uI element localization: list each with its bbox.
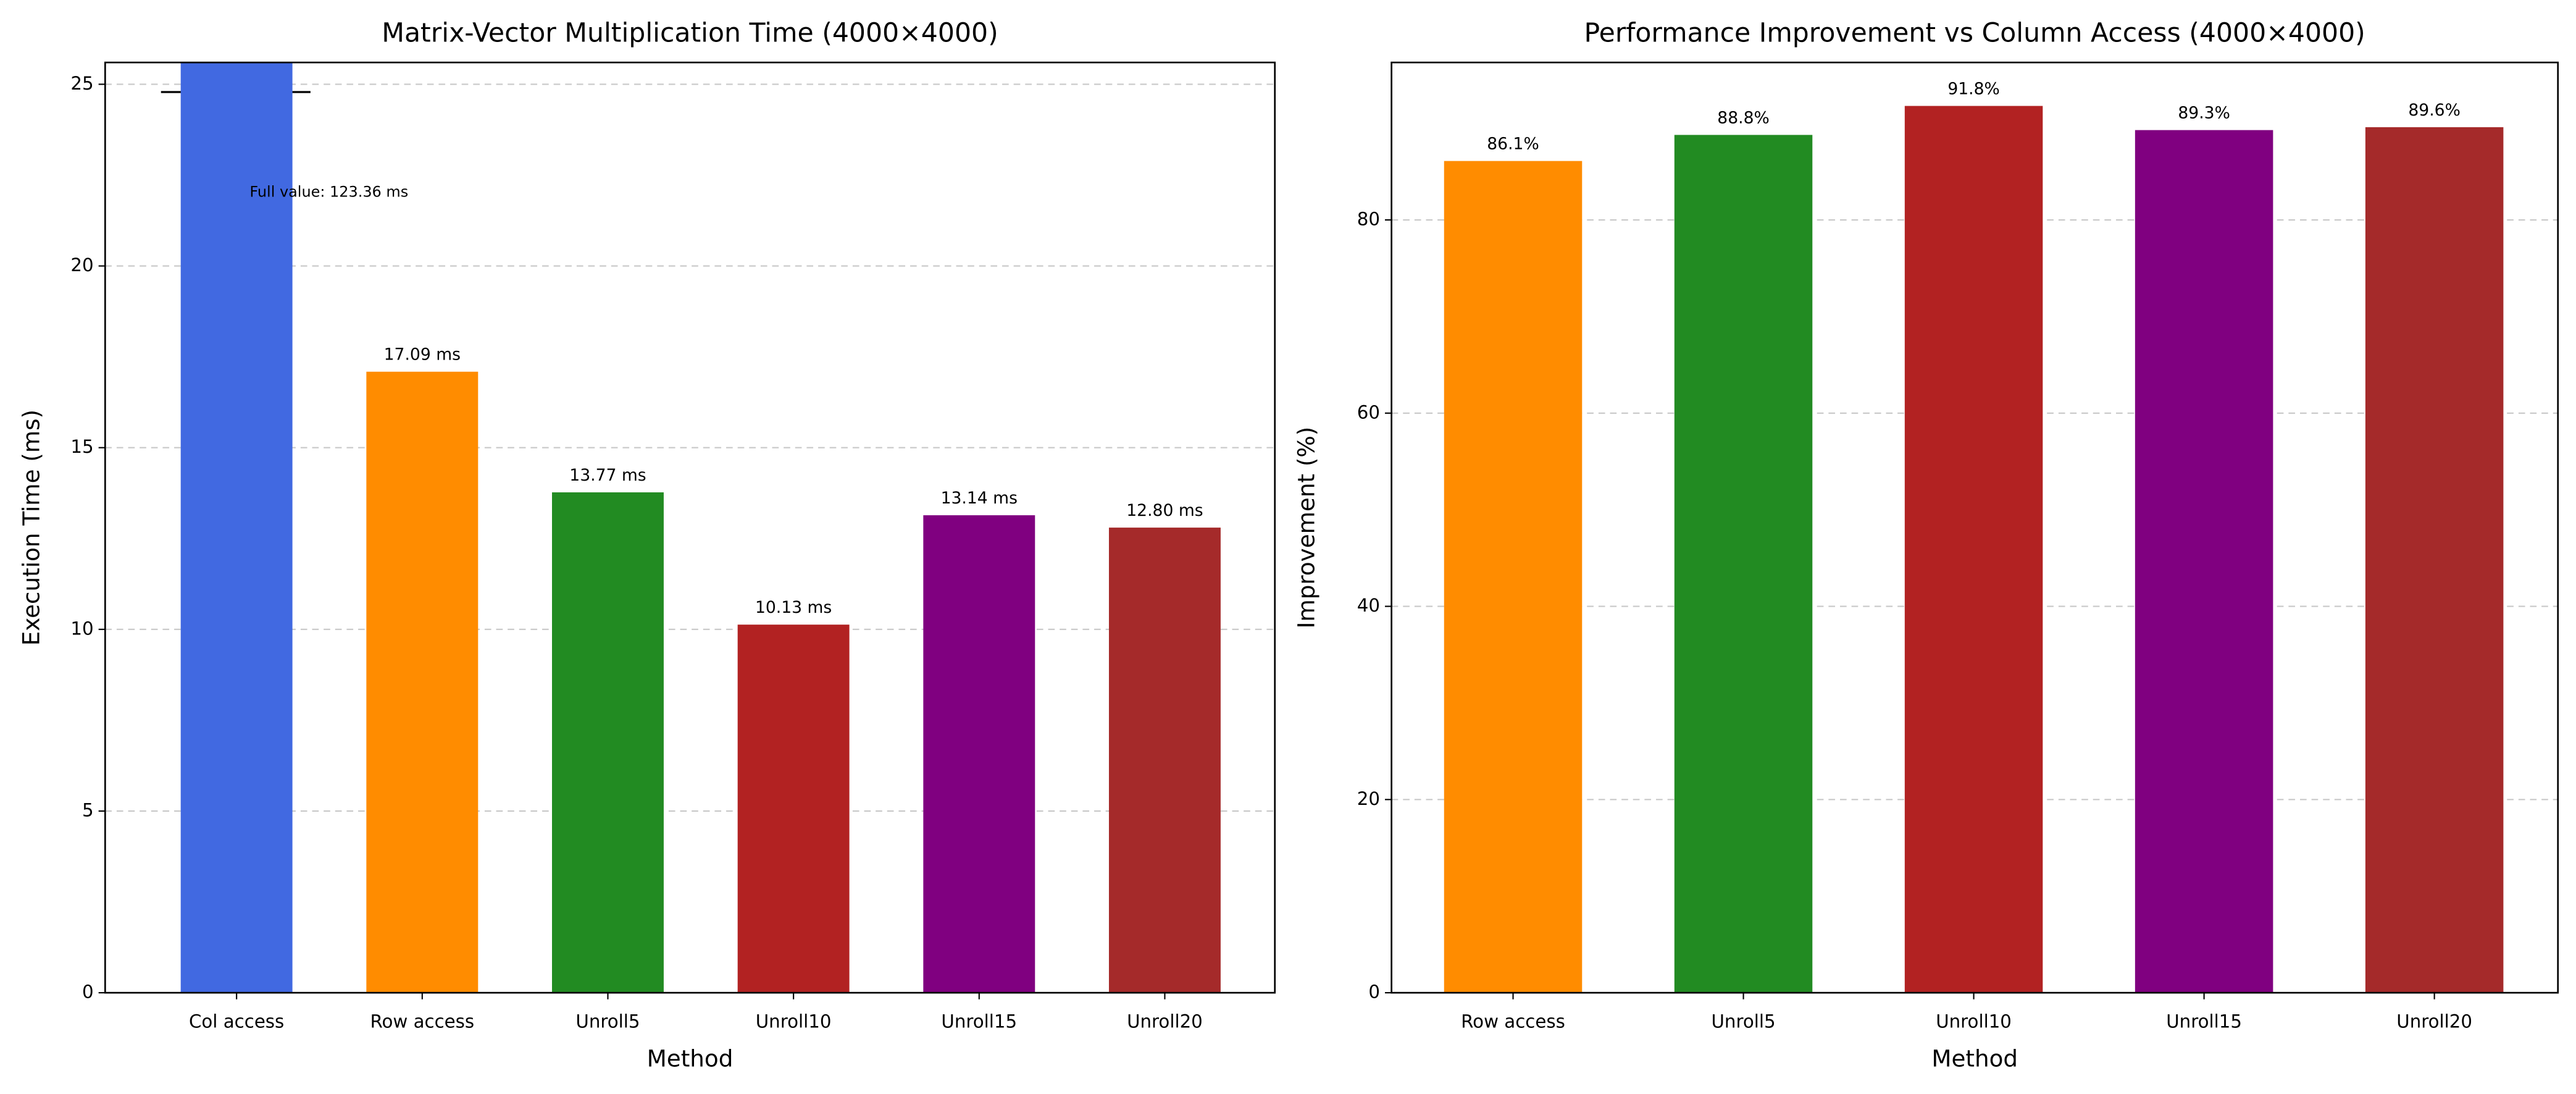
value-label: 17.09 ms (384, 345, 461, 364)
value-label: 86.1% (1487, 135, 1539, 154)
x-tick-label: Unroll5 (575, 1011, 640, 1032)
y-tick-label: 5 (82, 799, 94, 820)
value-label: 12.80 ms (1126, 501, 1203, 520)
x-axis-label: Method (1931, 1045, 2018, 1072)
x-tick-label: Unroll10 (756, 1011, 832, 1032)
y-tick-label: 10 (70, 618, 93, 639)
bar (737, 625, 850, 993)
x-tick-label: Unroll5 (1712, 1011, 1776, 1032)
x-tick-label: Col access (189, 1011, 284, 1032)
value-label: 89.3% (2178, 103, 2230, 122)
bar (2365, 127, 2504, 993)
bar (2135, 130, 2273, 993)
bar (1444, 161, 1583, 993)
y-tick-label: 20 (1357, 788, 1380, 809)
bars (180, 62, 1221, 993)
bar (552, 492, 664, 993)
y-tick-label: 80 (1357, 209, 1380, 230)
value-label: 91.8% (1947, 79, 1999, 98)
y-tick-label: 0 (82, 982, 94, 1003)
y-axis-label: Execution Time (ms) (18, 410, 45, 646)
bar (180, 62, 293, 993)
x-tick-label: Row access (1461, 1011, 1565, 1032)
value-label: 13.77 ms (569, 466, 646, 485)
axes-frame (104, 61, 1276, 994)
x-axis-label: Method (647, 1045, 734, 1072)
y-tick-label: 25 (70, 73, 93, 94)
bar (1904, 106, 2043, 993)
annotation: Full value: 123.36 ms (249, 183, 408, 200)
bar (366, 371, 479, 993)
bar (923, 515, 1035, 993)
bars (1444, 106, 2504, 993)
x-tick-label: Row access (370, 1011, 474, 1032)
x-tick-label: Unroll15 (941, 1011, 1017, 1032)
y-axis-label: Improvement (%) (1292, 427, 1319, 629)
x-tick-label: Unroll20 (1127, 1011, 1203, 1032)
value-label: 88.8% (1717, 108, 1769, 127)
value-label: 10.13 ms (755, 598, 832, 617)
x-tick-label: Unroll15 (2166, 1011, 2242, 1032)
axes-frame (1390, 61, 2559, 994)
bar (1674, 135, 1813, 993)
x-tick-label: Unroll10 (1936, 1011, 2012, 1032)
value-label: 13.14 ms (941, 489, 1018, 508)
y-tick-label: 20 (70, 255, 93, 276)
y-tick-label: 40 (1357, 595, 1380, 616)
x-tick-label: Unroll20 (2396, 1011, 2472, 1032)
chart-title: Matrix-Vector Multiplication Time (4000×… (382, 17, 998, 48)
bar (1108, 528, 1221, 993)
chart-title: Performance Improvement vs Column Access… (1584, 17, 2365, 48)
value-label: 89.6% (2408, 101, 2460, 120)
y-tick-label: 0 (1368, 982, 1380, 1003)
y-tick-label: 60 (1357, 402, 1380, 423)
y-tick-label: 15 (70, 436, 93, 457)
